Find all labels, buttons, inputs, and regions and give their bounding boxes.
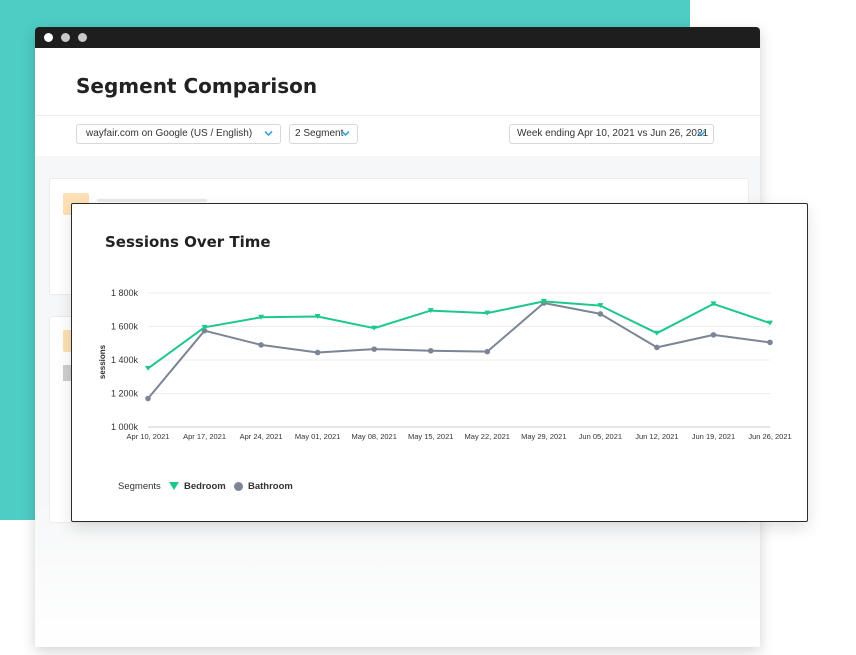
data-point — [654, 344, 660, 351]
segment-select[interactable]: 2 Segment — [289, 124, 358, 144]
x-tick-label: May 22, 2021 — [465, 432, 510, 441]
data-point — [767, 320, 773, 326]
page-title: Segment Comparison — [76, 74, 318, 98]
x-tick-label: May 01, 2021 — [295, 432, 340, 441]
x-tick-label: Jun 26, 2021 — [748, 432, 791, 441]
placeholder-line — [97, 199, 207, 202]
placeholder-chip — [63, 365, 71, 381]
sessions-line-chart: 1 000k 1 200k 1 400k 1 600k 1 800k Apr 10, 20… — [98, 288, 792, 441]
data-point — [371, 346, 377, 352]
window-titlebar — [35, 27, 760, 48]
x-tick-label: Jun 19, 2021 — [692, 432, 735, 441]
data-point — [484, 348, 491, 355]
header-divider — [35, 115, 760, 116]
date-range-value: Week ending Apr 10, 2021 vs Jun 26, 2021 — [517, 128, 709, 139]
data-point — [427, 347, 434, 354]
data-point — [767, 339, 773, 346]
legend-item-bathroom[interactable]: Bathroom — [234, 480, 293, 494]
data-point — [710, 301, 717, 307]
data-point — [145, 365, 151, 371]
x-tick-label: Jun 05, 2021 — [579, 432, 622, 441]
legend-item-label: Bathroom — [248, 481, 293, 492]
filter-bar: wayfair.com on Google (US / English) 2 S… — [35, 116, 760, 156]
chevron-down-icon — [697, 130, 706, 137]
chevron-down-icon — [264, 130, 273, 137]
data-point — [597, 303, 604, 309]
site-select[interactable]: wayfair.com on Google (US / English) — [76, 124, 281, 144]
window-close-dot[interactable] — [44, 33, 53, 42]
x-tick-label: May 29, 2021 — [521, 432, 566, 441]
date-range-select[interactable]: Week ending Apr 10, 2021 vs Jun 26, 2021 — [509, 124, 714, 144]
y-tick-label: 1 400k — [111, 355, 139, 365]
data-point — [201, 324, 208, 330]
series-line-bathroom — [147, 302, 771, 400]
window-maximize-dot[interactable] — [78, 33, 87, 42]
data-point — [314, 313, 321, 319]
data-point — [145, 395, 151, 402]
legend-item-label: Bedroom — [184, 481, 226, 492]
chart-title: Sessions Over Time — [105, 233, 271, 251]
data-point — [653, 330, 660, 336]
data-point — [597, 311, 604, 317]
triangle-down-icon — [169, 482, 179, 491]
y-tick-label: 1 600k — [111, 322, 139, 332]
data-point — [314, 349, 321, 356]
data-point — [427, 308, 434, 314]
chevron-down-icon — [341, 130, 350, 137]
y-tick-label: 1 200k — [111, 389, 139, 399]
data-point — [371, 325, 378, 331]
legend-title: Segments — [118, 481, 161, 492]
window-minimize-dot[interactable] — [61, 33, 70, 42]
data-point — [258, 314, 265, 320]
y-tick-label: 1 000k — [111, 422, 139, 432]
y-tick-label: 1 800k — [111, 288, 139, 298]
sessions-over-time-card: Sessions Over Time 1 000k 1 200k 1 400k 1 6… — [71, 203, 808, 522]
site-select-value: wayfair.com on Google (US / English) — [86, 128, 253, 139]
legend-item-bedroom[interactable]: Bedroom — [169, 480, 226, 494]
circle-icon — [234, 481, 243, 491]
segment-select-value: 2 Segment — [295, 128, 344, 139]
x-tick-label: Apr 24, 2021 — [240, 432, 283, 441]
data-point — [258, 342, 264, 348]
data-point — [710, 332, 717, 338]
x-tick-label: Apr 17, 2021 — [183, 432, 226, 441]
x-tick-label: May 15, 2021 — [408, 432, 453, 441]
data-point — [484, 310, 491, 316]
y-axis-label: sessions — [98, 344, 107, 379]
x-tick-label: May 08, 2021 — [351, 432, 396, 441]
data-point — [540, 298, 547, 304]
x-tick-label: Jun 12, 2021 — [635, 432, 678, 441]
x-tick-label: Apr 10, 2021 — [127, 432, 170, 441]
series-line-bedroom — [147, 300, 771, 370]
